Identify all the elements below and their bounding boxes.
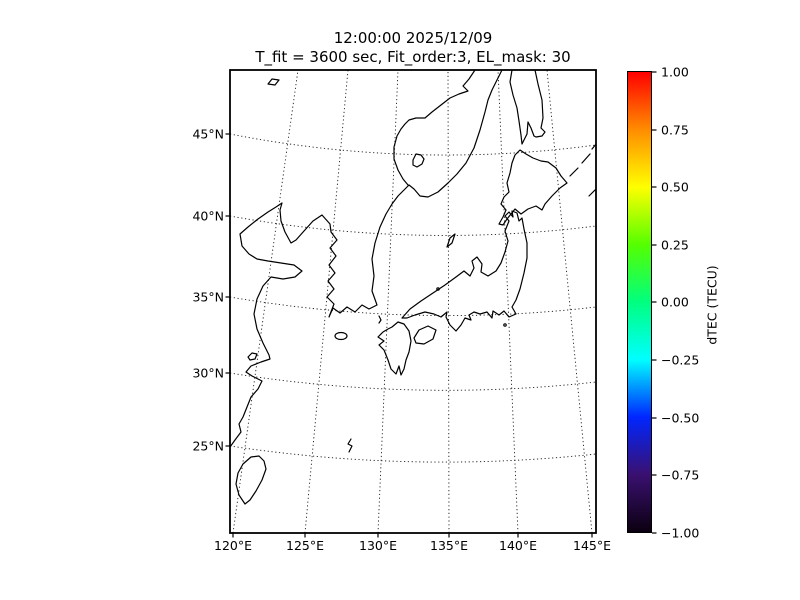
x-axis-ticks — [232, 533, 593, 538]
island-chongming — [247, 352, 258, 361]
island-tsushima — [378, 315, 382, 324]
coastline-amur-region — [393, 70, 476, 186]
colorbar-axis-label: dTEC (TECU) — [704, 265, 720, 345]
coastline-mainland-asia — [230, 70, 503, 448]
colorbar-tick-0.75: 0.75 — [661, 122, 689, 138]
coastline-hokkaido — [498, 149, 568, 226]
graticule — [230, 70, 596, 533]
island-northwest — [267, 78, 280, 86]
island-peter-gulf — [412, 153, 425, 168]
island-sado — [446, 233, 456, 248]
y-tick-label-45n: 45°N — [192, 126, 224, 142]
coastline-kuril-islands — [569, 143, 596, 197]
parallel-25n — [230, 445, 596, 463]
coastline-shikoku — [413, 325, 437, 345]
y-tick-label-40n: 40°N — [192, 208, 224, 224]
meridian-135e — [447, 70, 450, 533]
axes — [225, 69, 657, 538]
map-frame — [229, 69, 597, 534]
plot-title-line2: T_fit = 3600 sec, Fit_order:3, EL_mask: … — [255, 48, 571, 66]
colorbar-tick-0.50: 0.50 — [661, 179, 689, 195]
colorbar-tick-0.25: 0.25 — [661, 237, 689, 253]
x-tick-label-145e: 145°E — [572, 538, 612, 553]
meridian-145e — [546, 70, 593, 533]
coastlines — [230, 70, 596, 505]
y-axis-ticks — [225, 133, 230, 447]
x-tick-label-125e: 125°E — [285, 538, 325, 553]
colorbar-tick-0.00: 0.00 — [661, 294, 689, 310]
y-tick-label-35n: 35°N — [192, 289, 224, 305]
parallel-35n — [230, 296, 596, 317]
coastline-sakhalin — [509, 70, 546, 145]
x-tick-label-130e: 130°E — [358, 538, 398, 553]
parallel-30n — [230, 372, 596, 391]
x-tick-label-140e: 140°E — [498, 538, 538, 553]
y-tick-label-30n: 30°N — [192, 365, 224, 381]
colorbar-gradient — [627, 71, 652, 533]
island-oki — [436, 287, 440, 291]
coastline-taiwan — [235, 455, 267, 505]
coastline-kyushu — [377, 321, 412, 376]
colorbar-ticks — [652, 71, 657, 534]
meridian-130e — [377, 70, 399, 533]
x-tick-label-135e: 135°E — [429, 538, 469, 553]
x-tick-label-120e: 120°E — [213, 538, 253, 553]
parallel-40n — [230, 215, 596, 236]
island-izu — [503, 323, 507, 327]
colorbar-tick--0.25: −0.25 — [661, 352, 700, 368]
colorbar-tick--0.75: −0.75 — [661, 467, 700, 483]
meridian-125e — [304, 70, 349, 533]
parallel-45n — [230, 133, 596, 156]
island-jeju — [334, 331, 348, 341]
coastline-honshu — [401, 210, 528, 332]
colorbar-tick--1.00: −1.00 — [661, 525, 700, 541]
colorbar-tick--0.50: −0.50 — [661, 410, 700, 426]
island-amami — [347, 438, 353, 453]
colorbar-tick-1.00: 1.00 — [661, 64, 689, 80]
y-tick-label-25n: 25°N — [192, 438, 224, 454]
plot-title-line1: 12:00:00 2025/12/09 — [333, 29, 493, 47]
